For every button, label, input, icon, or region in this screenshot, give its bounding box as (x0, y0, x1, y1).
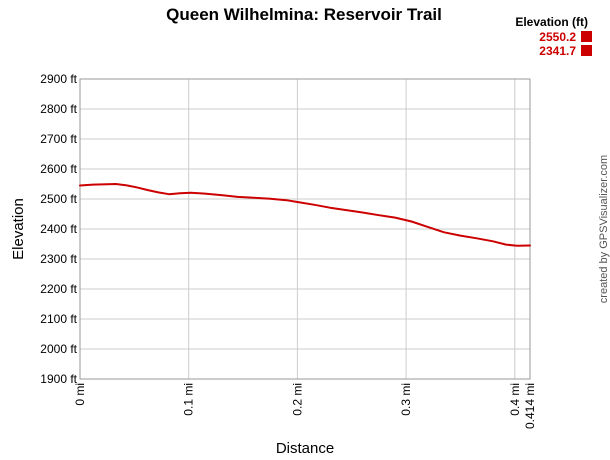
x-tick-label: 0.3 mi (399, 383, 413, 416)
y-tick-label: 2900 ft (40, 72, 77, 86)
x-tick-label: 0.414 mi (523, 383, 537, 429)
legend-title: Elevation (ft) (515, 15, 588, 29)
y-tick-label: 2500 ft (40, 192, 77, 206)
y-tick-label: 2100 ft (40, 312, 77, 326)
y-tick-label: 2300 ft (40, 252, 77, 266)
y-tick-label: 2200 ft (40, 282, 77, 296)
legend: Elevation (ft) 2550.2 2341.7 (515, 15, 592, 58)
legend-value-min: 2341.7 (539, 44, 576, 58)
x-tick-label: 0 mi (73, 383, 87, 406)
grid (79, 78, 531, 380)
y-tick-label: 2600 ft (40, 162, 77, 176)
y-tick-label: 1900 ft (40, 372, 77, 386)
legend-swatch-min (581, 45, 592, 56)
x-axis-label: Distance (276, 440, 334, 457)
x-tick-label: 0.2 mi (290, 383, 304, 416)
elevation-line (79, 183, 531, 247)
credit-text: created by GPSVisualizer.com (598, 155, 610, 303)
y-tick-label: 2400 ft (40, 222, 77, 236)
y-tick-labels: 1900 ft 2000 ft 2100 ft 2200 ft 2300 ft 2400 … (40, 72, 77, 386)
y-tick-label: 2700 ft (40, 132, 77, 146)
x-tick-labels: 0 mi 0.1 mi 0.2 mi 0.3 mi 0.4 mi 0.414 mi (73, 383, 537, 429)
chart-title: Queen Wilhelmina: Reservoir Trail (166, 5, 442, 24)
x-tick-label: 0.1 mi (182, 383, 196, 416)
plot-frame (79, 78, 531, 380)
x-tick-label: 0.4 mi (508, 383, 522, 416)
legend-swatch-max (581, 31, 592, 42)
legend-value-max: 2550.2 (539, 30, 576, 44)
y-tick-label: 2000 ft (40, 342, 77, 356)
series-layer (79, 183, 531, 247)
y-tick-label: 2800 ft (40, 102, 77, 116)
y-axis-label: Elevation (10, 198, 27, 260)
